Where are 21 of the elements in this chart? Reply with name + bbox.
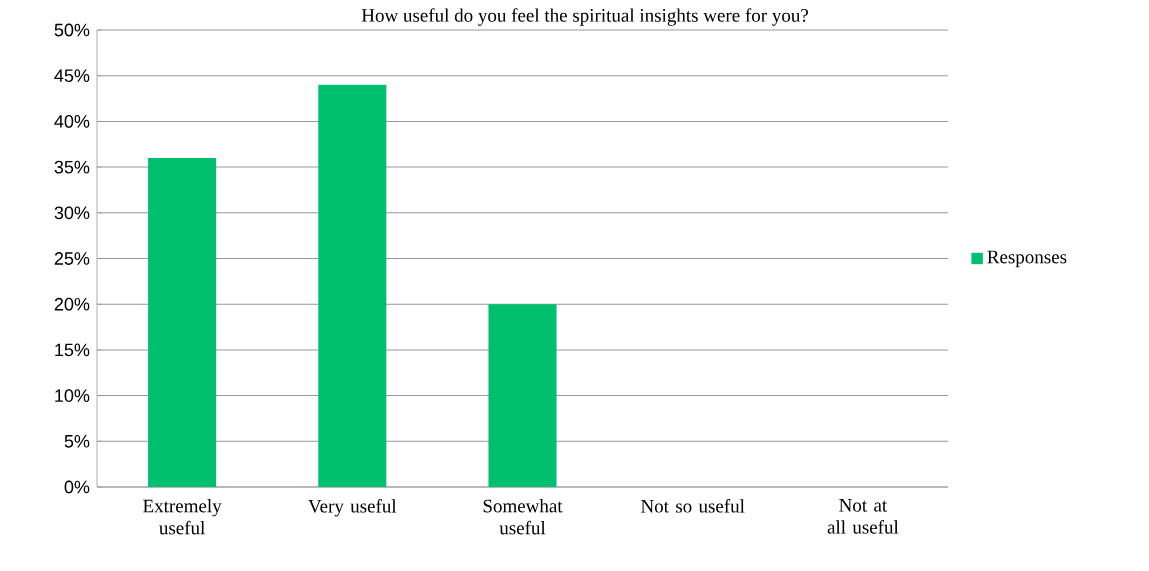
y-tick-label: 50% bbox=[54, 23, 90, 37]
y-tick-label: 45% bbox=[54, 69, 90, 83]
y-tick-label: 40% bbox=[54, 115, 90, 128]
bar bbox=[488, 304, 557, 487]
x-tick-label: Not at all useful bbox=[827, 499, 899, 534]
x-tick-label: Extremely useful bbox=[143, 499, 222, 535]
x-tick-label: Very useful bbox=[308, 499, 397, 517]
legend-label: Responses bbox=[987, 250, 1067, 268]
x-tick-label: Somewhat useful bbox=[483, 499, 563, 535]
y-tick-label: 5% bbox=[64, 434, 90, 448]
bar bbox=[148, 157, 217, 487]
y-tick-label: 25% bbox=[54, 252, 90, 265]
y-tick-label: 15% bbox=[55, 343, 90, 357]
y-tick-label: 20% bbox=[54, 297, 90, 311]
y-tick-label: 35% bbox=[54, 160, 90, 174]
y-tick-label: 30% bbox=[54, 206, 90, 220]
chart-title: How useful do you feel the spiritual insights were for you? bbox=[361, 8, 808, 26]
bar bbox=[318, 84, 387, 487]
y-tick-label: 0% bbox=[64, 480, 90, 494]
y-tick-label: 10% bbox=[55, 389, 90, 402]
x-tick-label: Not so useful bbox=[641, 499, 745, 513]
